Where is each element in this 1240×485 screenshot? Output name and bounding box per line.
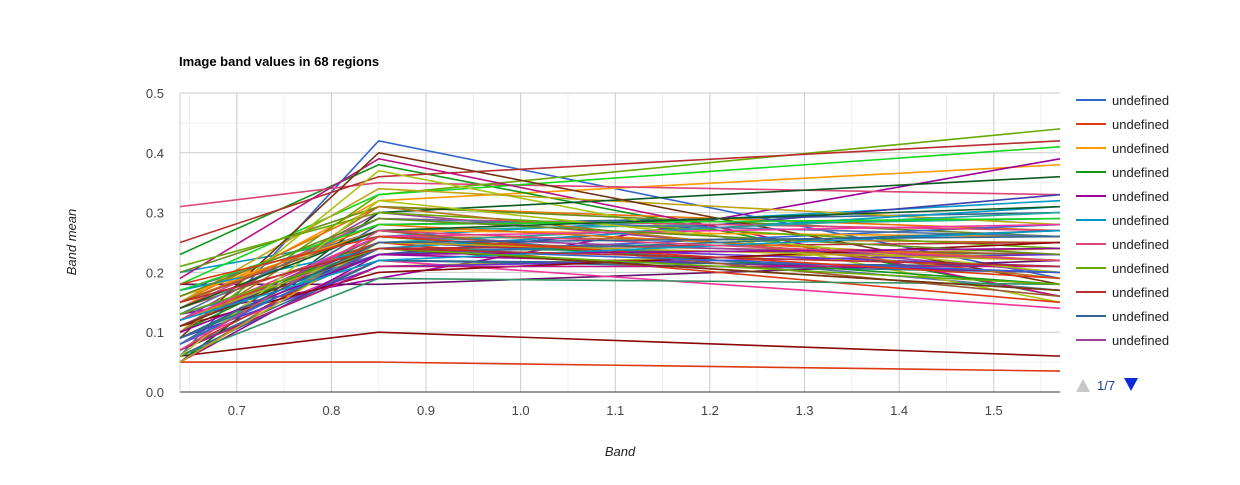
y-tick-label: 0.0 [146, 385, 164, 400]
legend-label: undefined [1112, 333, 1169, 348]
y-tick-label: 0.3 [146, 206, 164, 221]
series-line [179, 229, 1061, 351]
series-line [179, 277, 1061, 357]
y-axis-title: Band mean [64, 209, 79, 276]
y-axis-ticks: 0.0 0.1 0.2 0.3 0.4 0.5 [146, 86, 164, 400]
series-line [179, 331, 1061, 357]
legend-label: undefined [1112, 285, 1169, 300]
legend-label: undefined [1112, 141, 1169, 156]
series-line [179, 229, 1061, 322]
series-line [179, 187, 1061, 303]
legend-label: undefined [1112, 261, 1169, 276]
x-tick-label: 1.3 [795, 403, 813, 418]
x-tick-label: 1.2 [701, 403, 719, 418]
legend-label: undefined [1112, 309, 1169, 324]
x-tick-label: 1.0 [512, 403, 530, 418]
series-line [180, 361, 1061, 372]
x-tick-label: 1.5 [985, 403, 1003, 418]
legend-next-arrow-icon[interactable] [1124, 378, 1138, 391]
x-tick-label: 1.4 [890, 403, 908, 418]
chart-grid [179, 92, 1060, 393]
legend-page-indicator: 1/7 [1097, 378, 1115, 393]
chart-series-lines [179, 128, 1061, 372]
x-axis-ticks: 0.7 0.8 0.9 1.0 1.1 1.2 1.3 1.4 1.5 [228, 403, 1003, 418]
y-tick-label: 0.1 [146, 325, 164, 340]
y-tick-label: 0.4 [146, 146, 164, 161]
series-line [179, 235, 1061, 339]
x-tick-label: 0.7 [228, 403, 246, 418]
x-tick-label: 1.1 [606, 403, 624, 418]
chart-title: Image band values in 68 regions [179, 54, 379, 69]
series-line [179, 235, 1061, 286]
legend-prev-arrow-icon[interactable] [1076, 379, 1090, 392]
x-tick-label: 0.8 [322, 403, 340, 418]
legend-label: undefined [1112, 93, 1169, 108]
legend-label: undefined [1112, 237, 1169, 252]
series-line [179, 217, 1061, 298]
series-line [179, 199, 1061, 357]
series-line [179, 247, 1061, 304]
legend-label: undefined [1112, 165, 1169, 180]
x-axis-title: Band [605, 444, 636, 459]
legend-pager: 1/7 [1076, 378, 1138, 393]
y-tick-label: 0.2 [146, 265, 164, 280]
series-line [179, 146, 1061, 286]
series-line [179, 241, 1061, 327]
y-tick-label: 0.5 [146, 86, 164, 101]
legend-label: undefined [1112, 213, 1169, 228]
series-line [179, 211, 1061, 268]
legend-label: undefined [1112, 189, 1169, 204]
legend-label: undefined [1112, 117, 1169, 132]
series-line [179, 140, 1061, 244]
chart-legend: undefined undefined undefined undefined unde… [1076, 93, 1169, 348]
series-line [179, 181, 1061, 208]
x-tick-label: 0.9 [417, 403, 435, 418]
